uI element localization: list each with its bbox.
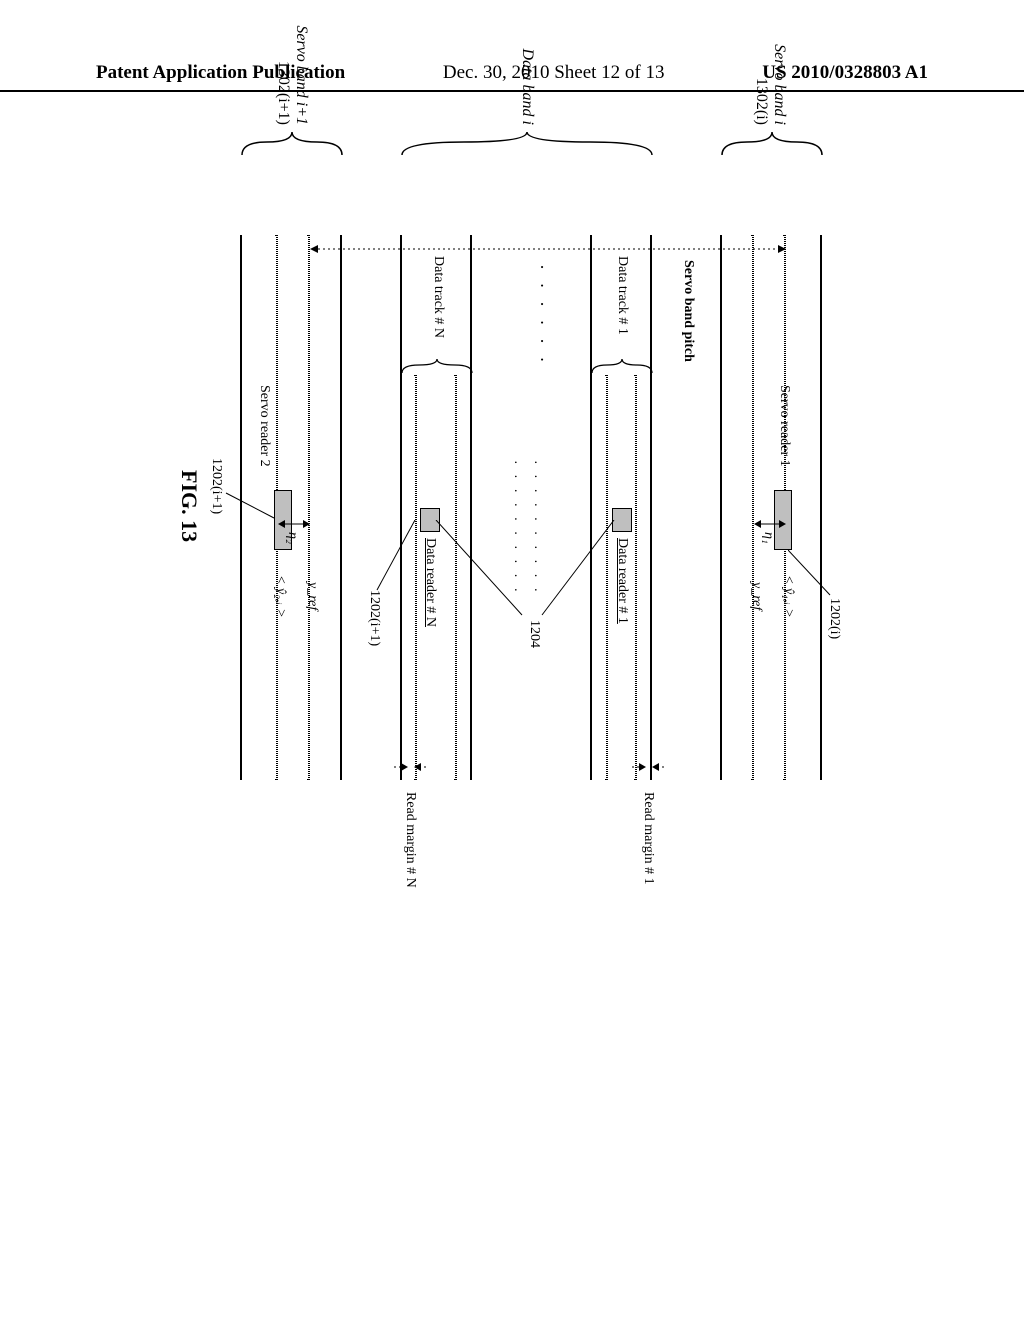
read-margin-N-label: Read margin # N	[402, 792, 418, 888]
servo-reader-2-label: Servo reader 2	[256, 385, 272, 467]
servoband-i-ref: 1302(i)	[753, 78, 770, 125]
figure-caption: FIG. 13	[176, 470, 202, 542]
data-trackN-top	[470, 235, 472, 780]
servo-band-pitch-label: Servo band pitch	[680, 260, 696, 362]
servoband-i-text: Servo band i	[771, 44, 788, 125]
ellipsis-tracks: · · · · · ·	[531, 264, 552, 366]
header-mid: Dec. 30, 2010 Sheet 12 of 13	[443, 62, 665, 84]
figure-13: Servo band i 1302(i) Data band i Servo b…	[202, 120, 822, 900]
eta1-label: η₁	[760, 532, 776, 544]
brace-dtrackN	[402, 358, 472, 376]
callout-1202i1a: 1202(i+1)	[366, 590, 382, 646]
callout-1202i1b-line	[222, 488, 274, 528]
data-trackN-bot	[400, 235, 402, 780]
data-track1-top	[650, 235, 652, 780]
servo-reader-1-label: Servo reader 1	[776, 385, 792, 467]
callout-1202i: 1202(i)	[826, 598, 842, 639]
eta2-label: η₂	[284, 532, 300, 544]
y2-label: < ŷ₂,ᵢ >	[272, 575, 288, 618]
yref1-label: y_ref	[748, 582, 764, 610]
servo-band-i-top	[820, 235, 822, 780]
read-margin-N-arrows	[394, 760, 426, 774]
brace-dtrack1	[592, 358, 652, 376]
label-dtrack1: Data track # 1	[614, 256, 630, 335]
dtrack1-dot-upper	[635, 375, 637, 780]
servoband-i1-ref: 1302(i+1)	[275, 61, 292, 125]
servoband-i1-text: Servo band i+1	[293, 25, 310, 125]
eta2-arrow	[278, 518, 310, 530]
label-databand-i: Data band i	[518, 10, 536, 125]
servo-band-i-bot	[720, 235, 722, 780]
label-servoband-i: Servo band i 1302(i)	[752, 10, 788, 125]
brace-data-band	[402, 130, 652, 160]
read-margin-1-arrows	[632, 760, 664, 774]
servo2-dot-upper	[308, 235, 310, 780]
data-track1-bot	[590, 235, 592, 780]
brace-servo-i	[722, 130, 822, 160]
eta1-arrow	[754, 518, 786, 530]
yref2-label: y_ref	[304, 582, 320, 610]
servo1-dot-lower	[752, 235, 754, 780]
label-dtrackN: Data track # N	[430, 256, 446, 338]
servo-band-pitch-arrow	[310, 242, 786, 256]
label-servoband-i1: Servo band i+1 1302(i+1)	[274, 10, 310, 125]
callout-1202i1b: 1202(i+1)	[208, 458, 224, 514]
servo-band-i1-top	[340, 235, 342, 780]
brace-servo-i1	[242, 130, 342, 160]
callout-1204: 1204	[526, 620, 542, 648]
read-margin-1-label: Read margin # 1	[640, 792, 656, 885]
